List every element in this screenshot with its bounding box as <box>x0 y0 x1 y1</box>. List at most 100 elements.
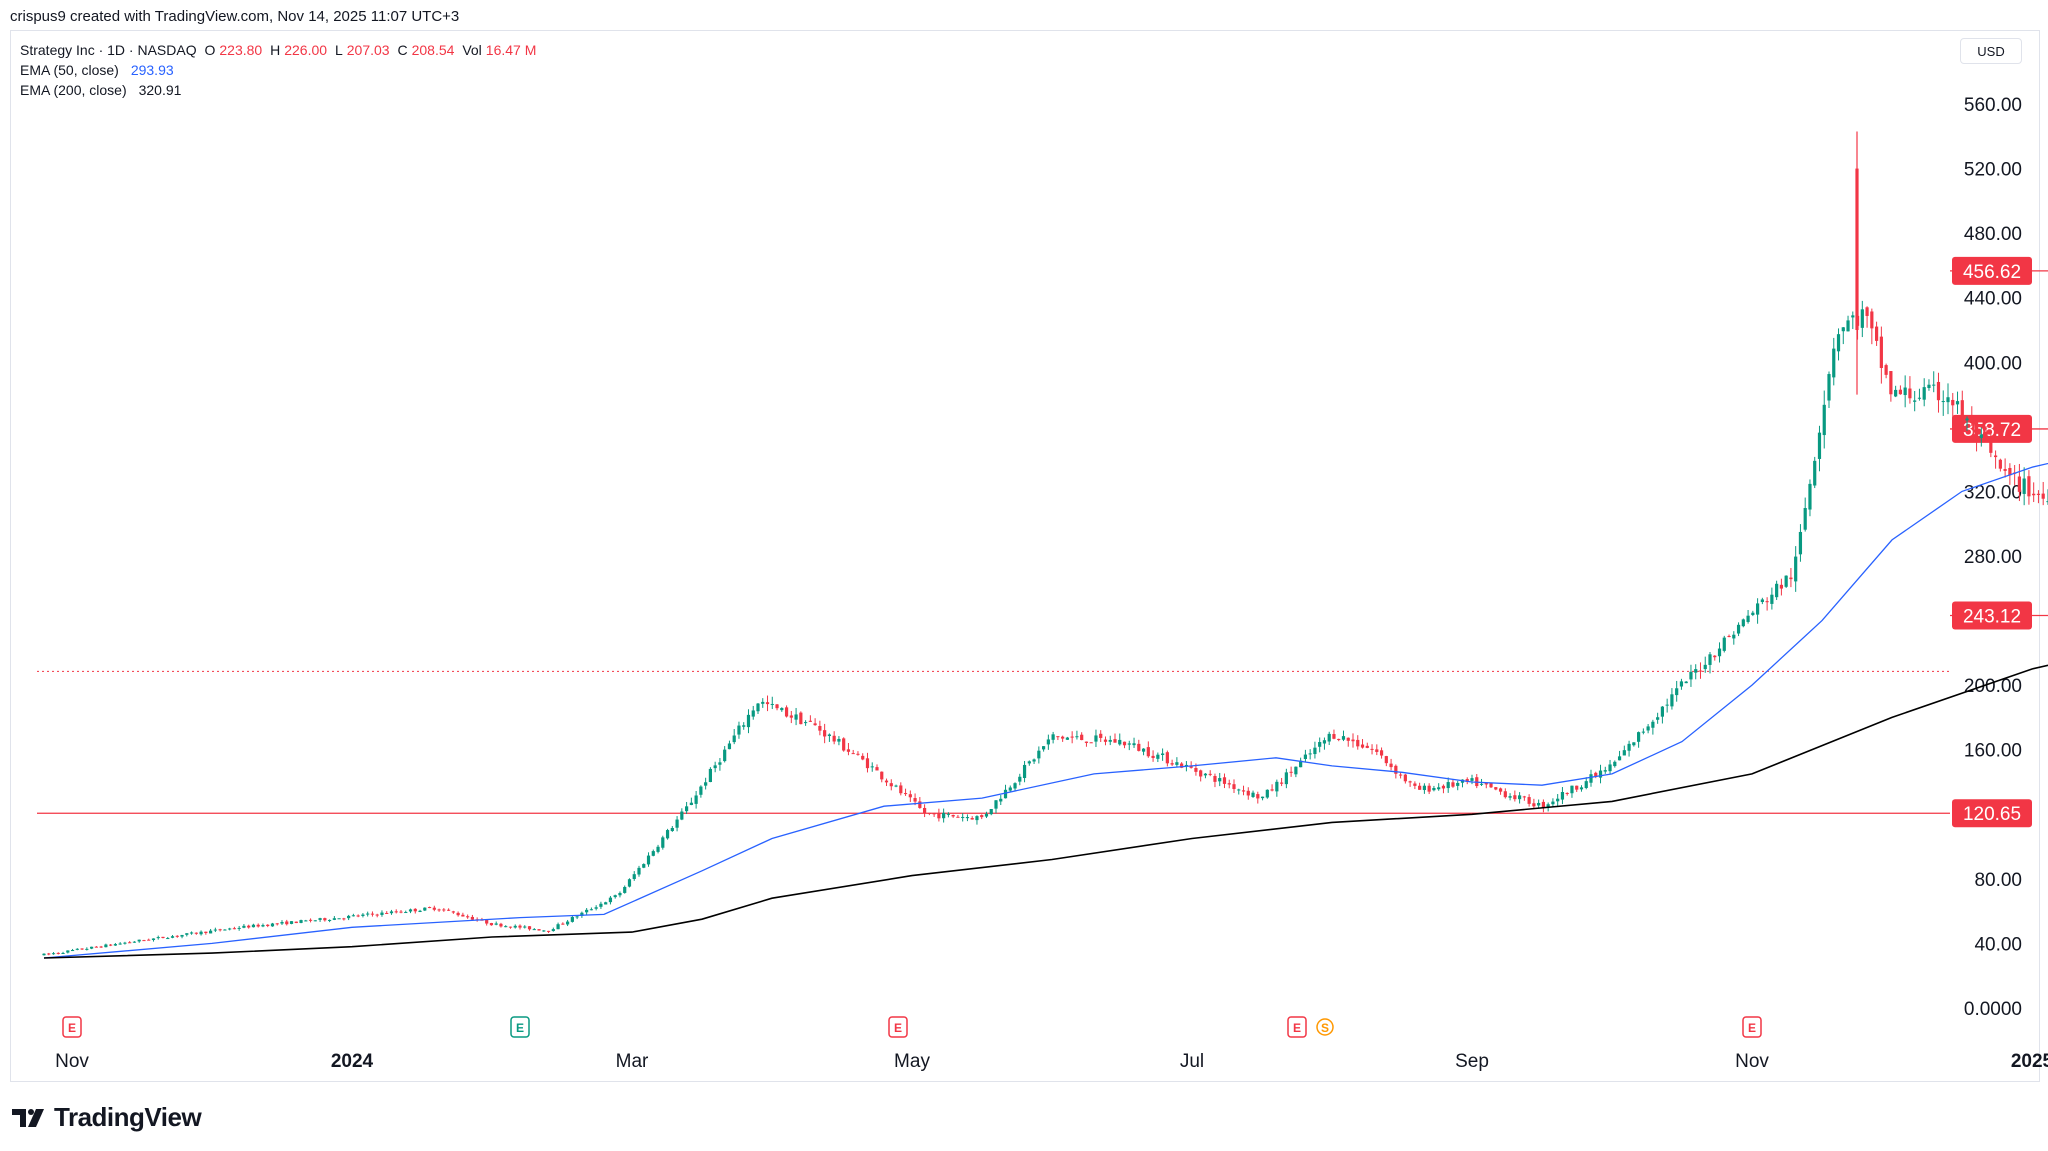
earnings-event-icon[interactable] <box>62 1016 82 1038</box>
candle-body <box>1713 655 1717 658</box>
candle-body <box>1356 739 1360 747</box>
ema50-line[interactable] <box>43 366 2048 959</box>
candle-body <box>665 830 670 839</box>
candle-body <box>1884 365 1888 375</box>
candle-body <box>80 948 84 950</box>
candle-body <box>2003 469 2007 471</box>
candle-body <box>927 812 931 814</box>
y-tick-label: 200.00 <box>1964 676 2022 697</box>
candle-body <box>332 918 336 920</box>
low-label: L <box>334 42 343 58</box>
volume-value: 16.47 M <box>485 42 537 58</box>
candle-body <box>318 918 322 920</box>
candle-body <box>1132 743 1136 746</box>
currency-button[interactable]: USD <box>1960 38 2022 64</box>
candle-body <box>756 703 760 712</box>
candle-body <box>1227 783 1231 785</box>
candle-body <box>1270 789 1274 791</box>
candle-body <box>1527 797 1531 804</box>
candle-body <box>1732 634 1736 639</box>
candle-body <box>1998 459 2002 469</box>
candle-body <box>1518 795 1522 800</box>
candle-body <box>1651 721 1655 728</box>
candle-body <box>466 916 470 918</box>
candle-body <box>823 730 827 737</box>
candle-body <box>1303 754 1307 759</box>
candle-body <box>718 762 722 765</box>
earnings-event-icon[interactable] <box>1742 1016 1762 1038</box>
candle-body <box>1313 747 1317 755</box>
earnings-event-icon[interactable] <box>1287 1016 1307 1038</box>
candle-body <box>232 928 236 930</box>
earnings-event-icon[interactable] <box>888 1016 908 1038</box>
candle-body <box>1994 455 1998 458</box>
candle-body <box>980 815 984 818</box>
candle-body <box>1617 756 1622 761</box>
candle-body <box>589 909 593 911</box>
candle-body <box>599 903 603 907</box>
candle-body <box>1760 599 1764 603</box>
candle-body <box>1932 384 1936 386</box>
y-tick-label: 0.0000 <box>1964 999 2022 1020</box>
candle-body <box>1594 772 1598 777</box>
event-marker-label: E <box>516 1021 524 1035</box>
ema50-row[interactable]: EMA (50, close) 293.93 <box>20 60 540 80</box>
candle-body <box>580 912 584 916</box>
candle-body <box>189 932 194 934</box>
candle-body <box>1541 801 1545 808</box>
candle-body <box>380 912 384 915</box>
candle-body <box>1375 749 1379 752</box>
symbol-row[interactable]: Strategy Inc · 1D · NASDAQ O 223.80 H 226.… <box>20 40 540 60</box>
candle-body <box>1532 803 1536 807</box>
candle-body <box>951 814 955 817</box>
candle-body <box>485 919 489 924</box>
candle-body <box>1022 764 1027 779</box>
candle-body <box>389 911 394 914</box>
ema200-line[interactable] <box>43 462 2048 959</box>
candle-body <box>784 707 789 717</box>
candle-body <box>899 785 903 794</box>
candle-body <box>470 916 474 920</box>
candle-body <box>1018 776 1022 782</box>
candle-body <box>1789 577 1793 580</box>
candle-body <box>2041 493 2045 499</box>
candle-body <box>1941 401 1945 403</box>
candle-body <box>1075 736 1079 738</box>
candle-body <box>1522 796 1526 798</box>
split-event-icon[interactable] <box>1316 1018 1334 1036</box>
candle-body <box>1479 783 1484 785</box>
candle-body <box>1394 765 1398 774</box>
candle-body <box>1275 781 1279 792</box>
candle-body <box>1803 508 1807 530</box>
candle-body <box>1584 781 1588 788</box>
candle-body <box>551 929 555 932</box>
ema200-value: 320.91 <box>138 82 182 98</box>
candle-body <box>423 907 427 911</box>
candle-body <box>1370 748 1374 750</box>
candle-body <box>1741 619 1745 627</box>
candle-body <box>604 902 608 905</box>
candle-body <box>1832 348 1836 378</box>
candle-body <box>965 817 970 819</box>
candle-body <box>585 909 589 913</box>
candle-body <box>170 936 175 938</box>
y-tick-label: 280.00 <box>1964 547 2022 568</box>
symbol-name[interactable]: Strategy Inc · 1D · NASDAQ <box>20 42 197 58</box>
ema200-row[interactable]: EMA (200, close) 320.91 <box>20 80 540 100</box>
candle-body <box>1027 761 1031 764</box>
candle-body <box>213 929 217 931</box>
candle-body <box>1913 400 1917 402</box>
candle-body <box>1708 654 1712 665</box>
candle-body <box>989 809 993 815</box>
candle-body <box>1641 731 1645 733</box>
earnings-event-icon[interactable] <box>510 1016 530 1038</box>
candle-body <box>289 921 294 924</box>
candle-body <box>808 720 812 722</box>
candle-body <box>737 725 741 735</box>
candle-body <box>1441 785 1446 789</box>
candle-body <box>489 923 494 926</box>
candle-body <box>842 738 846 751</box>
candle-body <box>613 895 617 898</box>
candle-body <box>1798 531 1803 555</box>
